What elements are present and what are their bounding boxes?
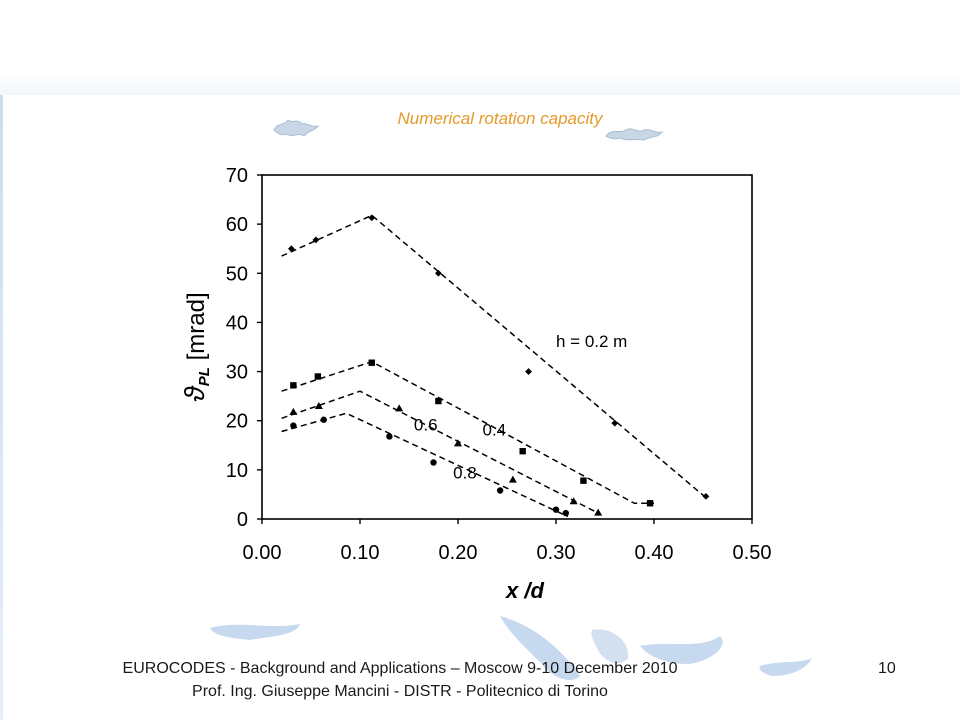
data-point-square [519,447,526,455]
data-point-square [368,359,375,366]
data-point-diamond [702,492,710,500]
footer-conference: EUROCODES - Background and Applications … [122,660,678,677]
y-tick-label: 60 [226,214,248,236]
data-point-triangle [508,475,517,483]
series-label: 0.4 [483,420,507,439]
data-point-square [435,397,442,405]
data-point-triangle [594,508,603,516]
series-label: 0.6 [414,416,438,435]
x-tick-label: 0.20 [439,542,478,564]
data-point-square [290,382,297,389]
decorative-map-bottom [210,616,812,681]
data-point-square [646,500,654,507]
header-band [0,0,960,95]
x-tick-label: 0.10 [341,542,380,564]
page-number: 10 [878,660,896,677]
data-point-diamond [368,214,376,222]
decorative-map-right [605,128,664,141]
y-tick-label: 0 [237,509,248,531]
x-tick-label: 0.00 [243,542,282,564]
data-point-triangle [395,404,404,412]
trend-line [281,360,654,505]
slide-title: Numerical rotation capacity [397,109,603,128]
x-tick-label: 0.40 [635,542,674,564]
data-point-circle [430,459,437,466]
x-tick-label: 0.50 [733,542,772,564]
data-point-triangle [569,497,578,505]
x-tick-label: 0.30 [537,542,576,564]
y-tick-label: 40 [226,312,248,334]
data-point-square [580,477,587,484]
data-point-diamond [611,419,619,427]
data-point-circle [496,487,504,494]
series-label: h = 0.2 m [556,332,627,351]
y-tick-label: 30 [226,362,248,384]
data-point-circle [386,433,393,440]
footer-author: Prof. Ing. Giuseppe Mancini - DISTR - Po… [192,683,608,700]
data-point-diamond [312,236,320,244]
decorative-map-left [273,119,320,137]
data-point-circle [290,422,297,429]
y-tick-label: 50 [226,263,248,285]
trend-line [281,214,709,500]
data-point-triangle [314,401,323,409]
data-point-circle [552,506,560,513]
plot-frame [261,174,753,520]
trend-line [281,412,569,518]
y-axis-label: ϑPL [mrad] [179,292,213,401]
data-point-diamond [525,368,532,375]
data-point-circle [320,416,327,423]
data-point-triangle [454,439,462,447]
y-tick-label: 20 [226,411,248,433]
data-point-diamond [288,245,295,253]
data-point-diamond [435,269,442,277]
y-tick-label: 70 [226,165,248,187]
data-point-triangle [289,407,298,415]
trend-line [281,390,601,515]
data-point-circle [562,509,569,517]
data-point-square [314,373,322,380]
series-label: 0.8 [453,464,477,483]
y-tick-label: 10 [226,460,248,482]
left-accent-bar [0,0,3,720]
x-axis-label: x /d [505,578,544,603]
